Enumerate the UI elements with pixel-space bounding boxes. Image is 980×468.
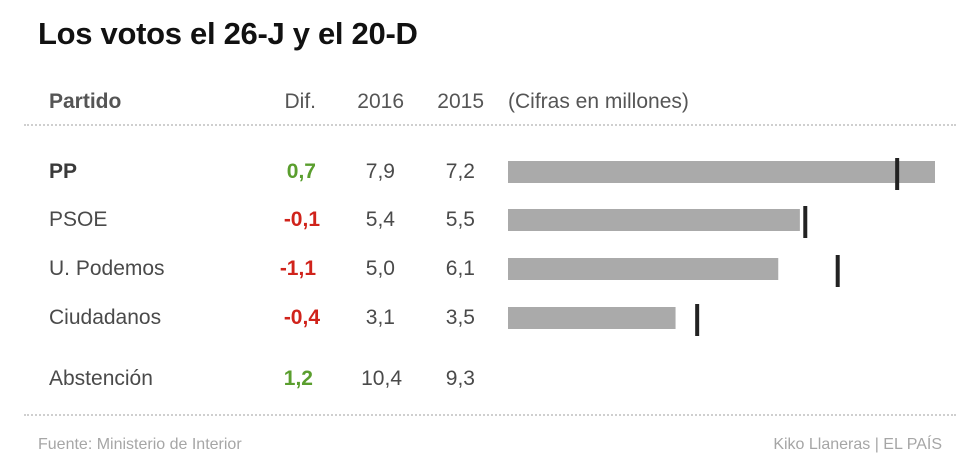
- header-2015: 2015: [437, 90, 484, 113]
- row-party-pp: PP: [49, 160, 78, 183]
- row-party-abstencion: Abstención: [49, 367, 153, 390]
- marker-2015-0: [895, 158, 900, 190]
- row-value-2015: 5,5: [445, 208, 475, 231]
- header-diff: Dif.: [284, 90, 317, 113]
- row-value-2016: 5,4: [365, 208, 395, 231]
- row-diff: -0,4: [283, 306, 320, 329]
- row-diff: -0,1: [283, 208, 320, 231]
- bar-2016-0: [508, 161, 935, 183]
- header-party: Partido: [49, 90, 122, 113]
- row-diff: 1,2: [283, 367, 313, 390]
- source-note: Fuente: Ministerio de Interior: [38, 436, 242, 453]
- bar-2016-1: [508, 209, 800, 231]
- marker-2015-2: [835, 255, 840, 287]
- row-value-2016: 5,0: [365, 257, 395, 280]
- row-party-podemos: U. Podemos: [49, 257, 165, 280]
- row-party-psoe: PSOE: [49, 208, 108, 231]
- marker-2015-1: [803, 206, 808, 238]
- header-separator: [24, 124, 956, 126]
- row-value-2016: 10,4: [361, 367, 402, 390]
- row-value-2015: 6,1: [445, 257, 475, 280]
- row-value-2016: 7,9: [365, 160, 395, 183]
- header-units: (Cifras en millones): [508, 90, 689, 113]
- row-diff: 0,7: [286, 160, 316, 183]
- row-value-2015: 7,2: [445, 160, 475, 183]
- bar-2016-3: [508, 307, 676, 329]
- chart-title: Los votos el 26-J y el 20-D: [38, 16, 418, 51]
- row-value-2015: 9,3: [445, 367, 475, 390]
- credit-note: Kiko Llaneras | EL PAÍS: [773, 436, 942, 453]
- bar-2016-2: [508, 258, 779, 280]
- marker-2015-3: [695, 304, 700, 336]
- row-value-2015: 3,5: [445, 306, 475, 329]
- row-party-ciudadanos: Ciudadanos: [49, 306, 162, 329]
- header-2016: 2016: [357, 90, 404, 113]
- row-value-2016: 3,1: [365, 306, 395, 329]
- footer-separator: [24, 414, 956, 416]
- row-diff: -1,1: [279, 257, 316, 280]
